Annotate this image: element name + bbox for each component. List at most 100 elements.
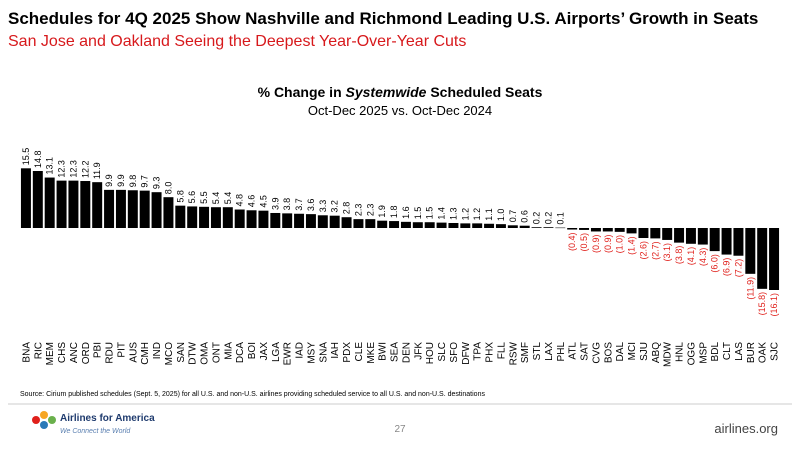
x-tick-label: MEM	[45, 342, 56, 365]
bar	[650, 228, 661, 239]
x-tick-label: MDW	[663, 341, 674, 367]
bar	[246, 210, 257, 228]
bar	[44, 177, 55, 228]
value-label: (6.0)	[710, 254, 720, 273]
source-note: Source: Cirium published schedules (Sept…	[20, 391, 485, 398]
bar	[567, 228, 578, 230]
x-tick-label: ONT	[211, 342, 222, 363]
value-label: 12.3	[68, 160, 78, 178]
bar	[377, 220, 388, 228]
bar	[412, 222, 423, 228]
x-tick-label: OGG	[686, 342, 697, 366]
value-label: 8.0	[163, 182, 173, 195]
value-label: 2.3	[353, 204, 363, 217]
value-label: 4.5	[258, 195, 268, 208]
bar	[294, 213, 305, 228]
value-label: 5.4	[223, 192, 233, 205]
x-tick-label: CMH	[140, 342, 151, 365]
bar	[543, 227, 554, 228]
value-label: (11.9)	[745, 277, 755, 300]
bar	[495, 224, 506, 228]
x-tick-label: RIC	[33, 342, 44, 359]
bar	[555, 227, 566, 229]
bar	[662, 228, 673, 240]
value-label: 12.3	[57, 160, 67, 178]
x-tick-label: HOU	[425, 342, 436, 364]
value-label: 4.6	[247, 195, 257, 208]
value-label: (15.8)	[757, 292, 767, 316]
bar	[733, 228, 744, 256]
x-tick-label: DCA	[235, 342, 246, 363]
x-tick-label: BDL	[710, 342, 721, 362]
value-label: (0.9)	[603, 234, 613, 253]
bar	[436, 222, 447, 228]
value-label: 1.9	[377, 205, 387, 218]
bar	[400, 221, 411, 228]
x-tick-label: SJC	[770, 342, 781, 361]
slide-title: Schedules for 4Q 2025 Show Nashville and…	[8, 9, 758, 28]
chart-title-part: % Change in	[258, 84, 346, 100]
value-label: 1.0	[496, 209, 506, 222]
value-label: 5.8	[175, 190, 185, 203]
x-tick-label: DFW	[461, 341, 472, 364]
logo-tagline: We Connect the World	[60, 428, 131, 435]
value-label: 1.1	[484, 208, 494, 221]
value-label: (3.8)	[674, 246, 684, 265]
x-tick-label: AUS	[128, 342, 139, 363]
x-tick-label: TPA	[473, 342, 484, 361]
bar	[448, 222, 459, 228]
bar	[305, 214, 316, 228]
bar	[626, 228, 637, 234]
logo-icon	[32, 411, 56, 429]
x-tick-label: CLT	[722, 342, 733, 360]
value-label: 1.3	[448, 207, 458, 220]
bar	[127, 190, 138, 228]
bar	[709, 228, 720, 252]
bar	[757, 228, 768, 289]
bar	[68, 180, 79, 228]
x-tick-label: MCO	[164, 342, 175, 366]
x-tick-label: SAN	[176, 342, 187, 363]
value-label: (3.1)	[662, 243, 672, 262]
chart-title-part: Systemwide	[346, 84, 427, 100]
bar	[484, 223, 495, 228]
x-tick-label: MSP	[698, 342, 709, 364]
bar	[56, 180, 67, 228]
bar	[685, 228, 696, 244]
x-tick-label: MIA	[223, 342, 234, 360]
value-label: 11.9	[92, 162, 102, 179]
x-tick-label: RDU	[105, 342, 116, 364]
x-tick-label: STL	[532, 342, 543, 361]
bar	[638, 228, 649, 239]
bar	[507, 225, 518, 228]
bar	[282, 213, 293, 228]
bar	[745, 228, 756, 274]
value-label: 3.2	[330, 200, 340, 213]
page-number: 27	[394, 424, 406, 435]
value-label: 0.2	[532, 212, 542, 225]
bar	[472, 223, 483, 228]
plot: 15.5 BNA 14.8 RIC 13.1 MEM 12.3 CHS 12.3 ANC 12.2 O…	[21, 148, 781, 367]
x-tick-label: JFK	[413, 342, 424, 360]
value-label: 0.1	[555, 212, 565, 225]
x-tick-label: MCI	[627, 342, 638, 360]
value-label: 1.6	[401, 206, 411, 219]
bar	[92, 182, 103, 228]
value-label: 0.7	[508, 210, 518, 223]
x-tick-label: PBI	[93, 342, 104, 358]
bar	[151, 192, 162, 228]
value-label: 9.7	[140, 175, 150, 188]
value-label: (0.5)	[579, 233, 589, 252]
bar	[365, 219, 376, 228]
x-tick-label: FLL	[496, 342, 507, 360]
bar	[20, 168, 31, 228]
value-label: 2.8	[342, 202, 352, 215]
x-tick-label: DTW	[188, 341, 199, 364]
x-tick-label: RSW	[508, 341, 519, 365]
bar	[163, 197, 174, 228]
x-tick-label: SJU	[639, 342, 650, 361]
bar	[674, 228, 685, 243]
x-tick-label: SFO	[449, 342, 460, 363]
x-tick-label: PDX	[342, 342, 353, 363]
value-label: 1.8	[389, 206, 399, 219]
